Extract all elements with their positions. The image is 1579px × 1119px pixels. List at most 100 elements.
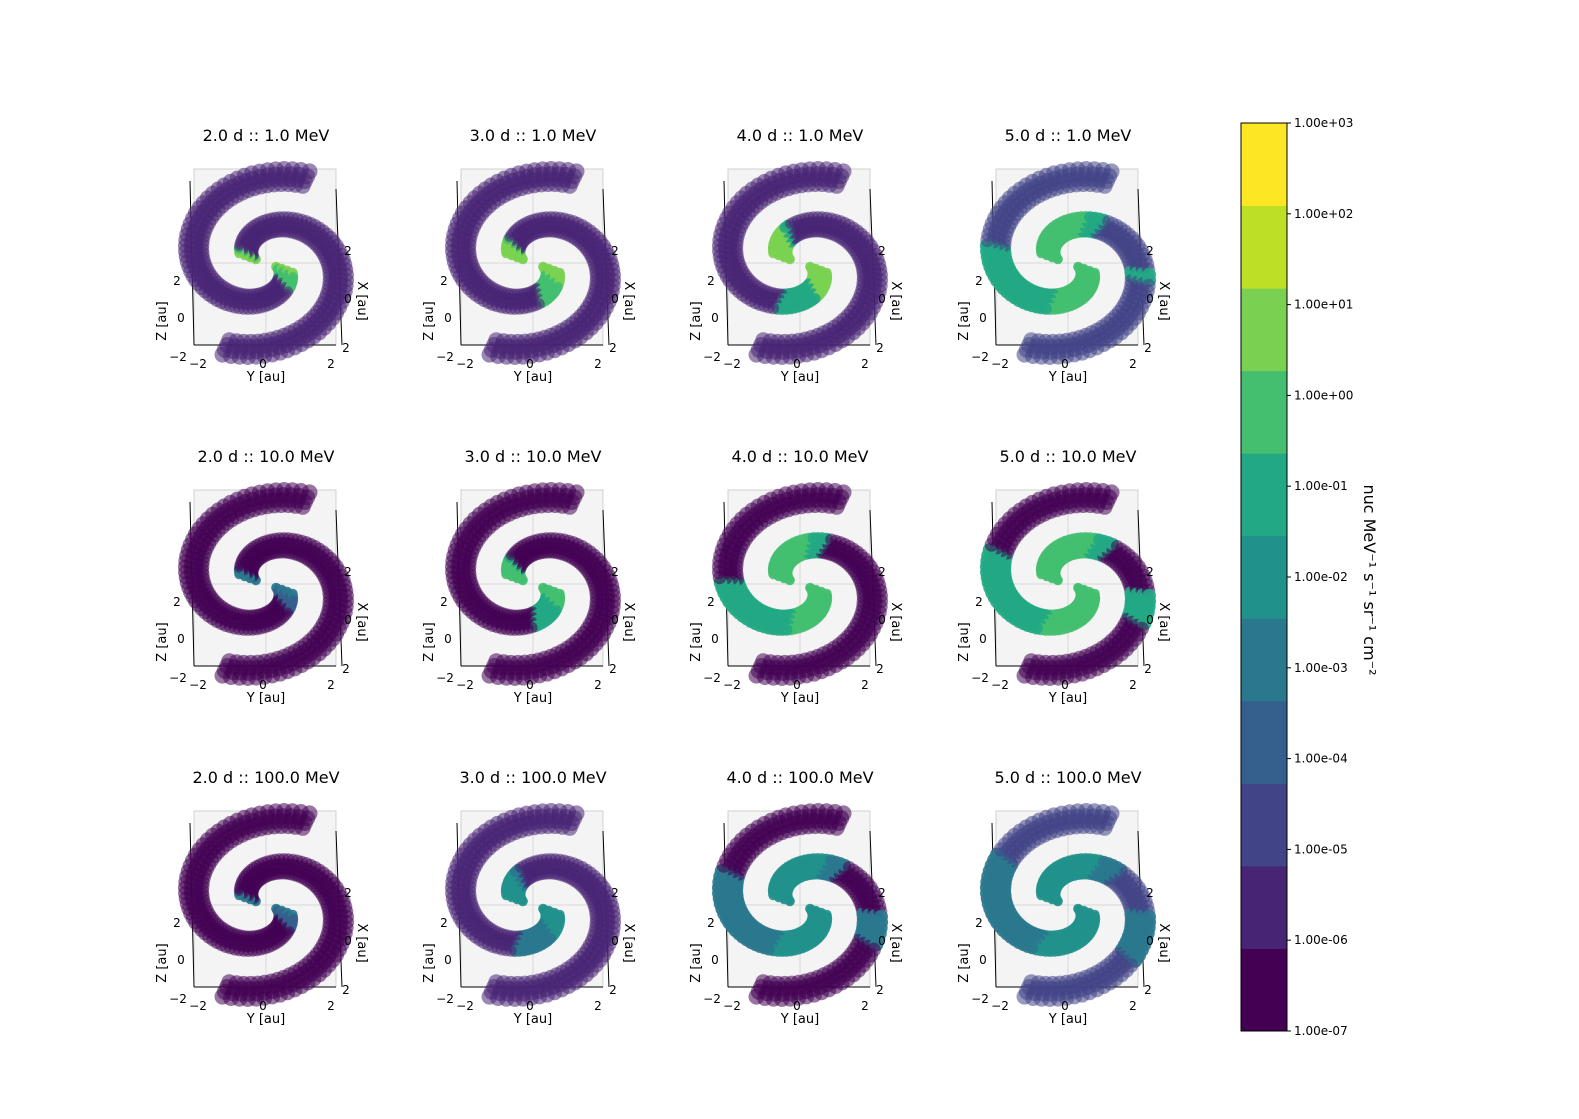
- panel-title: 2.0 d :: 100.0 MeV: [192, 768, 339, 787]
- spiral-plot: [444, 161, 622, 365]
- data-point: [835, 163, 852, 180]
- x-axis-label: X [au]: [354, 602, 369, 641]
- data-point: [1016, 667, 1033, 684]
- z-tick-label: 2: [707, 274, 715, 288]
- x-tick-label: 0: [344, 292, 352, 306]
- data-point: [1016, 346, 1033, 363]
- spiral-plot: [711, 161, 889, 365]
- x-tick-label: 2: [1146, 565, 1154, 579]
- data-point: [748, 346, 765, 363]
- panel-title: 4.0 d :: 1.0 MeV: [737, 126, 864, 145]
- z-axis-label: Z [au]: [155, 622, 170, 661]
- z-tick-label: −2: [971, 350, 989, 364]
- data-point: [214, 988, 231, 1005]
- data-point: [481, 346, 498, 363]
- panel-title: 3.0 d :: 100.0 MeV: [459, 768, 606, 787]
- z-tick-label: 2: [707, 595, 715, 609]
- z-tick-label: 0: [177, 953, 185, 967]
- z-tick-label: −2: [169, 671, 187, 685]
- x-tick-label: 2: [342, 662, 350, 676]
- y-axis-label: Y [au]: [780, 691, 819, 706]
- z-axis-label: Z [au]: [689, 622, 704, 661]
- z-tick-label: 0: [177, 311, 185, 325]
- x-tick-label: 0: [611, 292, 619, 306]
- x-tick-label: 2: [344, 886, 352, 900]
- y-tick-label: 0: [259, 678, 267, 692]
- x-tick-label: 2: [611, 565, 619, 579]
- y-axis-label: Y [au]: [780, 370, 819, 385]
- z-axis-label: Z [au]: [422, 301, 437, 340]
- z-tick-label: 2: [975, 274, 983, 288]
- data-point: [1103, 484, 1120, 501]
- y-axis-label: Y [au]: [246, 691, 285, 706]
- z-tick-label: −2: [436, 350, 454, 364]
- x-tick-label: 0: [611, 613, 619, 627]
- data-point: [301, 484, 318, 501]
- data-point: [214, 667, 231, 684]
- y-tick-label: 2: [861, 678, 869, 692]
- y-tick-label: −2: [189, 999, 207, 1013]
- data-point: [1103, 163, 1120, 180]
- x-tick-label: 0: [878, 613, 886, 627]
- x-tick-label: 2: [342, 983, 350, 997]
- x-tick-label: 0: [344, 934, 352, 948]
- z-tick-label: −2: [703, 671, 721, 685]
- z-tick-label: −2: [169, 350, 187, 364]
- y-tick-label: −2: [991, 678, 1009, 692]
- y-axis-label: Y [au]: [1048, 370, 1087, 385]
- x-tick-label: 2: [1146, 244, 1154, 258]
- z-axis-label: Z [au]: [689, 301, 704, 340]
- data-point: [568, 484, 585, 501]
- z-tick-label: −2: [703, 350, 721, 364]
- x-tick-label: 0: [1146, 292, 1154, 306]
- y-tick-label: 0: [526, 357, 534, 371]
- z-tick-label: 0: [711, 632, 719, 646]
- z-tick-label: −2: [169, 992, 187, 1006]
- z-tick-label: 2: [440, 595, 448, 609]
- panel-title: 2.0 d :: 10.0 MeV: [198, 447, 335, 466]
- x-tick-label: 2: [1144, 341, 1152, 355]
- z-tick-label: 0: [979, 311, 987, 325]
- x-axis-label: X [au]: [354, 923, 369, 962]
- x-tick-label: 2: [878, 565, 886, 579]
- data-point: [301, 805, 318, 822]
- z-tick-label: 2: [173, 595, 181, 609]
- y-tick-label: −2: [189, 678, 207, 692]
- x-tick-label: 2: [342, 341, 350, 355]
- x-tick-label: 0: [1146, 613, 1154, 627]
- y-tick-label: 2: [594, 357, 602, 371]
- x-tick-label: 2: [344, 565, 352, 579]
- z-axis-label: Z [au]: [155, 301, 170, 340]
- y-tick-label: −2: [189, 357, 207, 371]
- x-axis-label: X [au]: [621, 602, 636, 641]
- y-tick-label: 2: [861, 357, 869, 371]
- z-tick-label: 0: [979, 632, 987, 646]
- y-tick-label: 0: [1061, 678, 1069, 692]
- y-axis-label: Y [au]: [513, 691, 552, 706]
- x-axis-label: X [au]: [1156, 281, 1171, 320]
- panel-title: 4.0 d :: 10.0 MeV: [732, 447, 869, 466]
- panel-title: 5.0 d :: 1.0 MeV: [1005, 126, 1132, 145]
- x-axis-label: X [au]: [888, 281, 903, 320]
- data-point: [568, 163, 585, 180]
- y-axis-label: Y [au]: [246, 370, 285, 385]
- y-tick-label: 2: [1129, 678, 1137, 692]
- y-tick-label: 0: [259, 357, 267, 371]
- y-tick-label: −2: [456, 357, 474, 371]
- spiral-plot: [177, 161, 355, 365]
- x-tick-label: 2: [609, 662, 617, 676]
- z-tick-label: 0: [177, 632, 185, 646]
- z-axis-label: Z [au]: [957, 622, 972, 661]
- y-tick-label: −2: [991, 357, 1009, 371]
- x-tick-label: 2: [344, 244, 352, 258]
